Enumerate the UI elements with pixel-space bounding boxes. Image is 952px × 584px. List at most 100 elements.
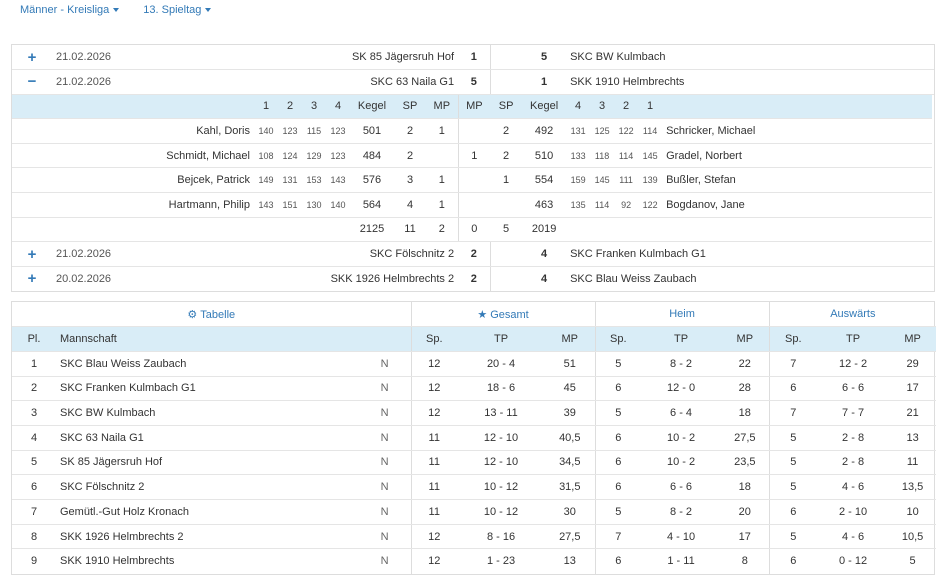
home-set-score: 153 <box>302 167 326 194</box>
away-sp: 2 <box>490 118 523 144</box>
team-name[interactable]: SKC Blau Weiss Zaubach <box>60 357 187 370</box>
team-name[interactable]: SKC 63 Naila G1 <box>60 431 144 444</box>
home-team: SK 85 Jägersruh Hof <box>254 45 459 71</box>
away-team: SKC BW Kulmbach <box>566 45 933 71</box>
col-team: Mannschaft <box>56 326 412 352</box>
match-status[interactable]: ✔ <box>933 266 934 291</box>
col-away-sp: Sp. <box>768 326 818 352</box>
home-total-sp: 11 <box>394 217 426 243</box>
match-row[interactable]: +21.02.2026 SK 85 Jägersruh Hof 1 5 SKC BW K… <box>12 45 934 71</box>
team-name[interactable]: SKC Franken Kulmbach G1 <box>60 382 196 395</box>
col-set-s4: 4 <box>326 94 350 120</box>
expand-toggle-icon[interactable]: + <box>12 241 52 267</box>
match-time: 13:15 <box>932 241 934 267</box>
total-sp: 12 <box>410 548 458 574</box>
home-mp <box>426 143 459 169</box>
home-sp: 4 <box>394 192 426 218</box>
standings-row: 1 SKC Blau Weiss Zaubach N 12 20 - 4 51 5 8 - 2… <box>12 351 937 377</box>
home-team: SKC 63 Naila G1 <box>254 69 459 95</box>
caret-down-icon <box>113 8 120 12</box>
away-total-mp: 0 <box>457 217 491 243</box>
match-status[interactable] <box>933 45 934 71</box>
away-set-score: 114 <box>638 118 663 144</box>
col-away-tp: TP <box>817 326 890 352</box>
away-player-name: Schricker, Michael <box>662 118 933 144</box>
position: 1 <box>12 351 56 377</box>
away-tp: 2 - 8 <box>817 450 890 476</box>
match-status[interactable] <box>933 241 934 267</box>
home-sp: 2 <box>394 143 426 169</box>
spacer <box>662 94 933 120</box>
team-name[interactable]: SKK 1910 Helmbrechts <box>60 555 175 568</box>
home-set-score: 140 <box>326 192 350 218</box>
col-set-a3: 3 <box>590 94 615 120</box>
away-sp: 2 <box>490 143 523 169</box>
match-row[interactable]: +20.02.2026 SKK 1926 Helmbrechts 2 2 4 SKC B… <box>12 266 934 291</box>
match-row-expanded[interactable]: −21.02.2026 SKC 63 Naila G1 5 1 SKK 1910 Hel… <box>12 69 934 95</box>
away-sp <box>490 192 523 218</box>
col-sp: SP <box>490 94 523 120</box>
away-tp: 6 - 6 <box>817 376 890 402</box>
team-name[interactable]: SKK 1926 Helmbrechts 2 <box>60 530 184 543</box>
away-sp: 1 <box>490 167 523 194</box>
away-mp <box>457 118 491 144</box>
expand-toggle-icon[interactable]: + <box>27 270 37 288</box>
away-kegel: 463 <box>522 192 567 218</box>
away-total-sp: 5 <box>490 217 523 243</box>
col-set-s3: 3 <box>302 94 326 120</box>
spacer <box>12 94 254 120</box>
home-sp: 3 <box>394 167 426 194</box>
away-set-score: 114 <box>590 192 615 218</box>
away-sp: 5 <box>768 474 818 500</box>
home-player-name: Kahl, Doris <box>12 118 254 144</box>
league-dropdown[interactable]: Männer - Kreisliga <box>20 2 120 18</box>
spacer <box>489 241 523 267</box>
spacer <box>566 217 933 243</box>
match-time: 14:00 <box>932 69 934 95</box>
away-sp: 7 <box>768 351 818 377</box>
match-status[interactable] <box>933 69 934 95</box>
match-time: 11:00 <box>932 45 934 71</box>
total-group-header: ★ Gesamt <box>410 302 596 328</box>
home-set-score: 149 <box>254 167 278 194</box>
away-set-score: 118 <box>590 143 615 169</box>
match-row[interactable]: +21.02.2026 SKC Fölschnitz 2 2 4 SKC Franken… <box>12 241 934 267</box>
away-sp: 6 <box>768 376 818 402</box>
total-mp: 13 <box>563 555 576 568</box>
away-set-score: 92 <box>614 192 639 218</box>
team-name[interactable]: SKC Fölschnitz 2 <box>60 481 145 494</box>
home-tp: 10 - 2 <box>641 450 722 476</box>
away-set-score: 133 <box>566 143 591 169</box>
total-tp: 8 - 16 <box>457 524 546 550</box>
home-set-score: 131 <box>278 167 302 194</box>
away-player-name: Bogdanov, Jane <box>662 192 933 218</box>
away-set-score: 122 <box>638 192 663 218</box>
expand-toggle-icon[interactable]: + <box>12 45 52 71</box>
home-tp: 1 - 11 <box>667 555 695 568</box>
home-set-score: 123 <box>326 118 350 144</box>
matchday-dropdown[interactable]: 13. Spieltag <box>143 2 212 18</box>
home-sp: 6 <box>594 425 642 451</box>
team-name[interactable]: SK 85 Jägersruh Hof <box>60 456 163 469</box>
total-mp: 51 <box>545 351 596 377</box>
home-mp: 27,5 <box>721 425 770 451</box>
away-mp: 5 <box>522 45 567 71</box>
away-mp: 29 <box>889 351 937 377</box>
star-icon: ★ <box>477 308 488 321</box>
team-tag: N <box>380 530 389 543</box>
home-tp: 6 - 4 <box>641 400 722 426</box>
home-mp: 17 <box>721 524 770 550</box>
home-mp: 1 <box>426 192 459 218</box>
team-name[interactable]: SKC BW Kulmbach <box>60 407 156 420</box>
away-tp: 2 - 10 <box>817 499 890 525</box>
team-cell: SKC Fölschnitz 2 N <box>56 474 412 500</box>
away-mp: 5 <box>909 555 916 568</box>
expand-toggle-icon[interactable]: − <box>12 69 52 95</box>
team-cell: SKC Blau Weiss Zaubach N <box>56 351 412 377</box>
home-set-score: 129 <box>302 143 326 169</box>
away-set-score: 145 <box>590 167 615 194</box>
standings-row: 5 SK 85 Jägersruh Hof N 11 12 - 10 34,5 6 10 - … <box>12 450 937 476</box>
team-name[interactable]: Gemütl.-Gut Holz Kronach <box>60 505 189 518</box>
home-kegel: 564 <box>350 192 394 218</box>
away-tp: 7 - 7 <box>817 400 890 426</box>
